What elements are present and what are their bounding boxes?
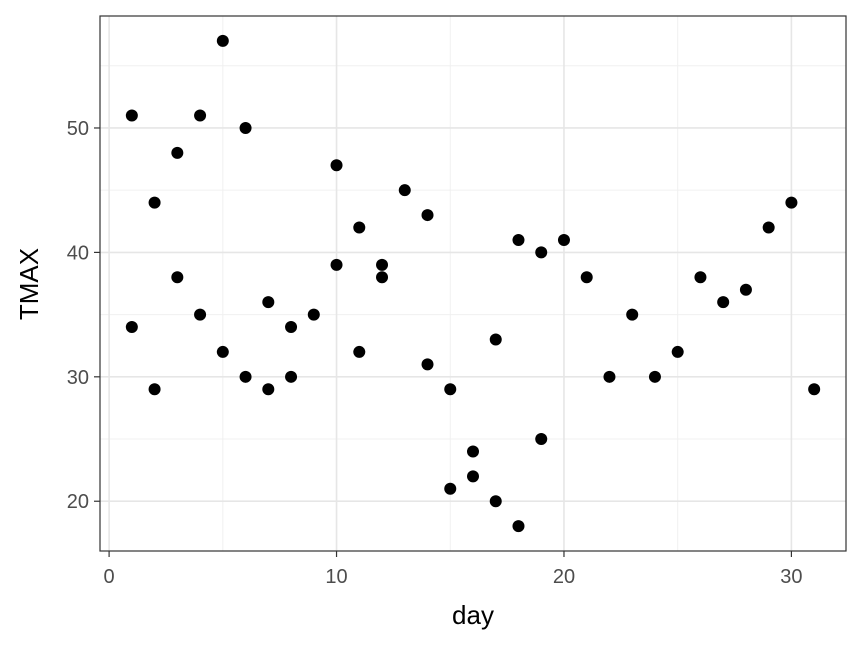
data-points	[125, 34, 821, 533]
data-point	[489, 333, 502, 346]
x-axis-title: day	[452, 600, 494, 630]
data-point	[467, 445, 479, 458]
y-axis-ticks: 20 30 40 50	[67, 118, 100, 513]
data-point	[535, 433, 548, 446]
data-point	[330, 258, 343, 271]
data-point	[307, 308, 320, 321]
data-point	[194, 308, 207, 321]
data-point	[603, 370, 616, 383]
data-point	[694, 271, 707, 284]
data-point	[512, 520, 525, 533]
data-point	[626, 308, 639, 321]
data-point	[353, 345, 366, 358]
data-point	[808, 383, 821, 396]
panel-border	[99, 15, 847, 552]
data-point	[580, 271, 593, 284]
data-point	[421, 358, 434, 371]
data-point	[717, 296, 730, 309]
y-tick-label: 50	[67, 118, 89, 140]
data-point	[171, 271, 184, 284]
data-point	[285, 321, 298, 334]
y-tick-label: 30	[67, 367, 89, 389]
data-point	[239, 121, 252, 134]
data-point	[194, 109, 207, 122]
data-point	[171, 146, 184, 159]
data-point	[262, 296, 275, 309]
data-point	[239, 370, 252, 383]
x-axis-ticks: 0 10 20 30	[104, 551, 803, 588]
data-point	[785, 196, 798, 209]
data-point	[489, 495, 502, 508]
data-point	[376, 271, 389, 284]
data-point	[330, 159, 343, 172]
major-gridlines	[100, 16, 846, 551]
data-point	[148, 383, 161, 396]
y-tick-label: 20	[67, 491, 89, 513]
data-point	[557, 233, 570, 246]
data-point	[216, 34, 229, 47]
data-point	[398, 184, 411, 197]
y-tick-label: 40	[67, 242, 89, 264]
data-point	[671, 345, 684, 358]
data-point	[262, 383, 275, 396]
data-point	[376, 258, 389, 271]
x-tick-label: 10	[325, 566, 347, 588]
data-point	[444, 383, 457, 396]
x-tick-label: 30	[780, 566, 802, 588]
data-point	[125, 321, 138, 334]
data-point	[762, 221, 775, 234]
data-point	[125, 109, 138, 122]
x-tick-label: 20	[553, 566, 575, 588]
data-point	[285, 370, 298, 383]
x-tick-label: 0	[104, 566, 115, 588]
data-point	[444, 482, 457, 495]
data-point	[421, 209, 434, 222]
data-point	[648, 370, 661, 383]
data-point	[353, 221, 366, 234]
panel-background	[100, 16, 846, 551]
data-point	[512, 233, 525, 246]
y-axis-title: TMAX	[14, 248, 44, 320]
data-point	[148, 196, 161, 209]
data-point	[739, 283, 752, 296]
minor-gridlines	[100, 16, 846, 551]
data-point	[216, 345, 229, 358]
data-point	[467, 470, 479, 483]
data-point	[535, 246, 548, 259]
